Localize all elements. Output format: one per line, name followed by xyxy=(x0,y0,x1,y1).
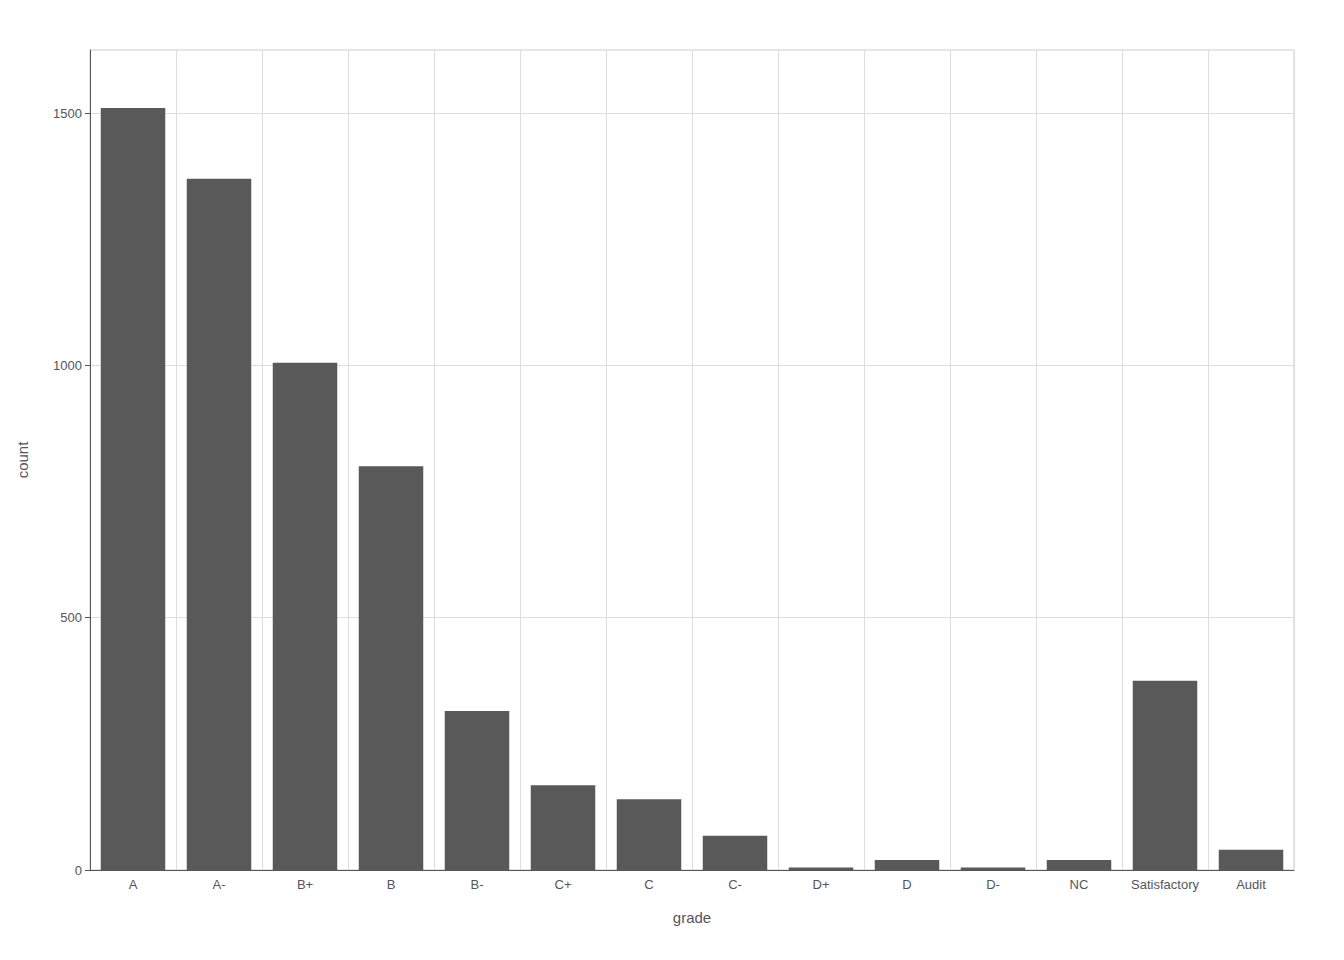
svg-text:A: A xyxy=(129,877,138,892)
svg-text:B+: B+ xyxy=(297,877,313,892)
svg-text:D-: D- xyxy=(986,877,1000,892)
svg-text:C-: C- xyxy=(728,877,742,892)
svg-text:count: count xyxy=(14,441,31,479)
svg-text:1500: 1500 xyxy=(53,106,82,121)
svg-text:500: 500 xyxy=(60,610,82,625)
svg-text:0: 0 xyxy=(75,863,82,878)
svg-text:D+: D+ xyxy=(813,877,830,892)
svg-text:Audit: Audit xyxy=(1236,877,1266,892)
svg-text:B: B xyxy=(387,877,396,892)
svg-text:1000: 1000 xyxy=(53,358,82,373)
svg-text:C: C xyxy=(644,877,653,892)
svg-text:B-: B- xyxy=(471,877,484,892)
svg-text:A-: A- xyxy=(213,877,226,892)
svg-text:NC: NC xyxy=(1070,877,1089,892)
svg-text:grade: grade xyxy=(673,909,711,926)
svg-text:D: D xyxy=(902,877,911,892)
svg-text:Satisfactory: Satisfactory xyxy=(1131,877,1199,892)
svg-text:C+: C+ xyxy=(555,877,572,892)
